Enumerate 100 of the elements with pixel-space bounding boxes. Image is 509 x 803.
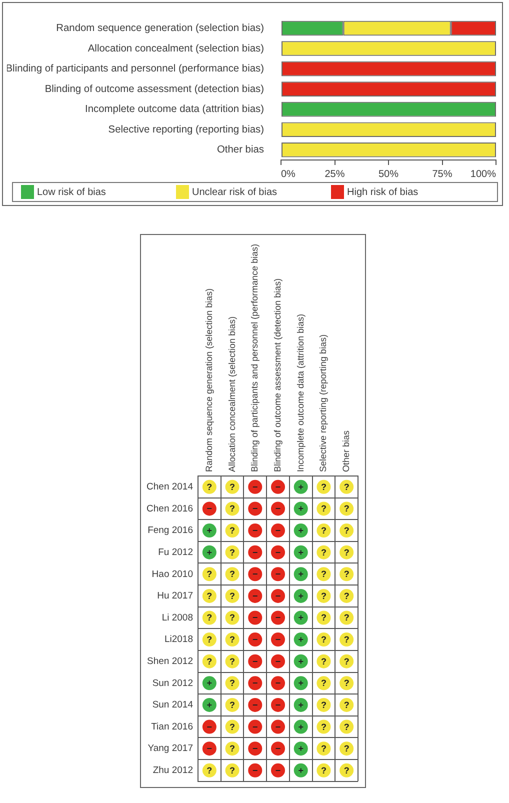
y-tick-label: Chen 2016 xyxy=(146,503,193,514)
text: − xyxy=(252,700,258,710)
y-tick-label: Other bias xyxy=(217,144,264,156)
legend-label: Unclear risk of bias xyxy=(192,186,278,198)
text: − xyxy=(252,612,258,623)
text: ? xyxy=(206,765,212,776)
text: + xyxy=(206,678,212,688)
x-tick-label: 0% xyxy=(281,168,296,180)
y-tick-label: Incomplete outcome data (attrition bias) xyxy=(85,104,264,116)
text: + xyxy=(298,547,304,558)
text: ? xyxy=(206,634,212,645)
text: ? xyxy=(344,526,350,536)
text: ? xyxy=(344,634,350,645)
text: ? xyxy=(344,482,350,492)
text: ? xyxy=(344,722,350,732)
text: − xyxy=(275,482,281,492)
text: − xyxy=(275,526,281,536)
text: ? xyxy=(320,722,326,732)
y-tick-label: Li2018 xyxy=(164,634,193,646)
text: − xyxy=(275,634,281,645)
y-tick-label: Sun 2012 xyxy=(152,678,193,689)
y-tick-label: Sun 2014 xyxy=(152,700,193,711)
text: + xyxy=(298,526,304,536)
text: ? xyxy=(320,569,326,580)
text: ? xyxy=(344,678,350,688)
text: ? xyxy=(230,526,236,536)
y-tick-label: Blinding of outcome assessment (detection bias) xyxy=(44,84,264,95)
text: ? xyxy=(230,656,236,666)
y-tick-label: Chen 2014 xyxy=(146,482,193,493)
text: − xyxy=(275,590,281,601)
x-tick-label: 25% xyxy=(324,168,345,180)
text: ? xyxy=(344,765,350,776)
y-tick-label: Selective reporting (reporting bias) xyxy=(108,124,264,136)
y-tick-label: Hao 2010 xyxy=(152,568,193,580)
text: − xyxy=(206,504,212,514)
x-tick-label: 100% xyxy=(470,168,496,180)
text: ? xyxy=(230,482,236,492)
text: − xyxy=(252,744,258,754)
text: − xyxy=(275,722,281,732)
legend-label: High risk of bias xyxy=(347,186,418,198)
text: + xyxy=(298,744,304,754)
text: ? xyxy=(230,744,236,754)
text: − xyxy=(252,526,258,536)
text: ? xyxy=(230,547,236,558)
text: ? xyxy=(230,678,236,688)
text: ? xyxy=(230,634,236,645)
text: ? xyxy=(320,678,326,688)
text: + xyxy=(298,612,304,623)
text: ? xyxy=(344,547,350,558)
text: − xyxy=(275,504,281,514)
text: + xyxy=(298,634,304,645)
y-tick-label: Yang 2017 xyxy=(148,743,193,754)
text: + xyxy=(298,482,304,492)
text: − xyxy=(275,569,281,580)
text: + xyxy=(298,678,304,688)
text: ? xyxy=(320,765,326,776)
y-tick-label: Hu 2017 xyxy=(157,590,193,602)
text: + xyxy=(298,590,304,601)
text: + xyxy=(206,547,212,558)
text: + xyxy=(206,526,212,536)
y-tick-label: Random sequence generation (selection bias) xyxy=(56,23,264,34)
text: ? xyxy=(344,656,350,666)
text: ? xyxy=(344,590,350,601)
text: ? xyxy=(206,612,212,623)
text: + xyxy=(298,569,304,580)
y-tick-label: Shen 2012 xyxy=(147,656,193,667)
text: ? xyxy=(230,569,236,580)
x-tick-label: 75% xyxy=(432,168,452,180)
text: ? xyxy=(320,482,326,492)
text: − xyxy=(275,547,281,558)
y-tick-label: Blinding of participants and personnel (performance bias) xyxy=(6,64,264,75)
text: − xyxy=(206,744,212,754)
text: − xyxy=(252,765,258,776)
text: − xyxy=(275,700,281,710)
text: − xyxy=(252,656,258,666)
text: + xyxy=(298,722,304,732)
text: + xyxy=(298,700,304,710)
y-tick-label: Allocation concealment (selection bias) xyxy=(88,43,264,54)
text: ? xyxy=(320,504,326,514)
text: − xyxy=(252,634,258,645)
text: ? xyxy=(320,547,326,558)
x-tick-label: 50% xyxy=(378,168,399,180)
text: + xyxy=(206,700,212,710)
text: ? xyxy=(320,526,326,536)
text: ? xyxy=(206,656,212,666)
text: ? xyxy=(320,612,326,623)
y-tick-label: Fu 2012 xyxy=(158,546,193,558)
text: − xyxy=(275,765,281,776)
text: ? xyxy=(206,482,212,492)
text: ? xyxy=(344,569,350,580)
text: + xyxy=(298,656,304,666)
text: − xyxy=(252,590,258,601)
text: − xyxy=(275,744,281,754)
text: ? xyxy=(230,612,236,623)
text: ? xyxy=(344,744,350,754)
text: ? xyxy=(230,722,236,732)
text: ? xyxy=(320,700,326,710)
text: ? xyxy=(230,700,236,710)
text: ? xyxy=(344,700,350,710)
text: − xyxy=(252,482,258,492)
